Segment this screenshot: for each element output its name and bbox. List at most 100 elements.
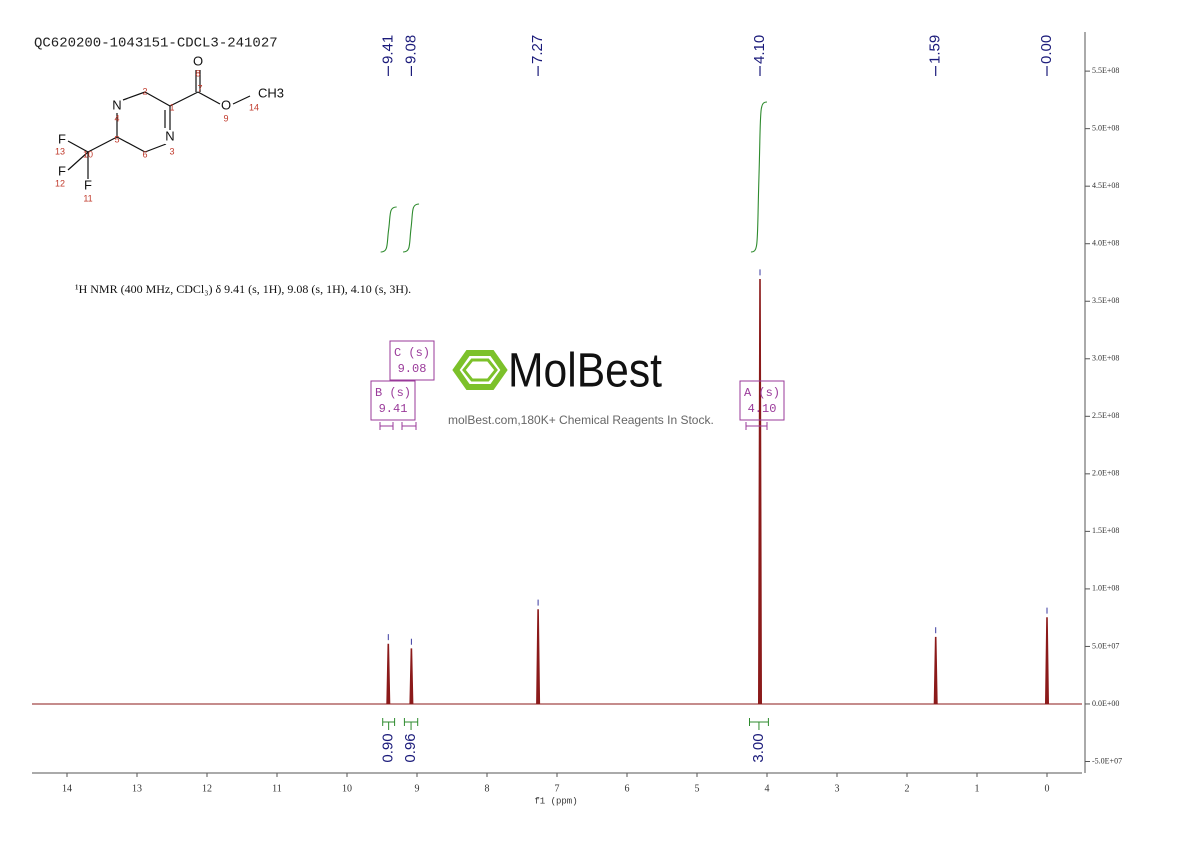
atom-label: N [165, 128, 174, 143]
y-tick-label: 4.0E+08 [1092, 239, 1119, 248]
atom-number: 8 [195, 68, 200, 78]
atom-number: 10 [83, 149, 93, 159]
watermark-brand: MolBest [508, 345, 662, 398]
peak [386, 643, 391, 704]
multiplet-shift: 9.08 [398, 362, 427, 376]
integral-label-group: 0.96 [402, 733, 419, 762]
atom-label: F [84, 177, 92, 192]
x-tick-label: 4 [765, 783, 770, 794]
atom-number: 7 [197, 83, 202, 93]
peak-label-group: 1.59 [927, 35, 944, 76]
y-tick-label: 3.0E+08 [1092, 354, 1119, 363]
atom-label: N [112, 97, 121, 112]
x-tick-label: 14 [62, 783, 72, 794]
y-tick-label: 2.5E+08 [1092, 411, 1119, 420]
y-tick-label: 5.0E+07 [1092, 641, 1119, 650]
nmr-annotation: ¹H NMR (400 MHz, CDCl₃) δ 9.41 (s, 1H), … [75, 282, 411, 296]
atom-label: O [221, 97, 231, 112]
atom-number: 3 [169, 146, 174, 156]
peak-label: 9.41 [379, 35, 396, 64]
atom-label: CH3 [258, 85, 284, 100]
multiplet-box [739, 380, 785, 421]
integral-label-group: 3.00 [750, 733, 767, 762]
y-tick-label: 2.0E+08 [1092, 469, 1119, 478]
chart-title: QC620200-1043151-CDCL3-241027 [34, 36, 278, 52]
integral-label-group: 0.90 [380, 733, 397, 762]
x-tick-label: 13 [132, 783, 142, 794]
peak [536, 609, 541, 704]
atom-number: 9 [223, 113, 228, 123]
atom-bg [221, 99, 231, 113]
atom-number: 4 [114, 113, 119, 123]
y-tick-label: 1.5E+08 [1092, 526, 1119, 535]
atom-number: 1 [169, 102, 174, 112]
x-axis-label: f1 (ppm) [534, 796, 577, 806]
atom-label: O [193, 53, 203, 68]
multiplet-box [370, 380, 416, 421]
peak-label: 7.27 [529, 35, 546, 64]
peak-label-group: 9.08 [402, 35, 419, 76]
peak-label-group: 0.00 [1038, 35, 1055, 76]
peak-label: 1.59 [927, 35, 944, 64]
atom-number: 2 [142, 86, 147, 96]
y-tick-label: 1.0E+08 [1092, 584, 1119, 593]
x-tick-label: 1 [975, 783, 980, 794]
atom-label: F [58, 131, 66, 146]
multiplet-shift: 9.41 [379, 402, 408, 416]
x-tick-label: 3 [835, 783, 840, 794]
atom-label: F [58, 163, 66, 178]
integral-label: 3.00 [750, 733, 767, 762]
atom-number: 12 [55, 178, 65, 188]
peak [933, 636, 938, 704]
atom-bg [193, 55, 203, 69]
atom-bg [57, 165, 67, 179]
y-tick-label: 3.5E+08 [1092, 296, 1119, 305]
peak-label: 9.08 [402, 35, 419, 64]
atom-number: 14 [249, 102, 259, 112]
atom-number: 6 [142, 149, 147, 159]
logo-hexagon [452, 350, 508, 390]
peak-label-group: 9.41 [379, 35, 396, 76]
watermark-tagline: molBest.com,180K+ Chemical Reagents In S… [448, 413, 714, 427]
multiplet-box [389, 340, 435, 381]
x-tick-label: 10 [342, 783, 352, 794]
multiplet-name: A (s) [744, 386, 780, 400]
watermark: MolBest molBest.com,180K+ Chemical Reage… [448, 345, 714, 428]
integral-curve [402, 203, 420, 253]
structure-bonds [67, 70, 251, 180]
multiplet-shift: 4.10 [748, 402, 777, 416]
y-tick-label: 4.5E+08 [1092, 181, 1119, 190]
x-tick-label: 11 [272, 783, 282, 794]
peak-label-group: 7.27 [529, 35, 546, 76]
y-tick-label: 5.0E+08 [1092, 123, 1119, 132]
integral-curve [750, 101, 768, 253]
multiplet-name: C (s) [394, 346, 430, 360]
x-tick-label: 0 [1045, 783, 1050, 794]
y-tick-label: 0.0E+00 [1092, 699, 1119, 708]
peak [1045, 617, 1049, 704]
x-tick-label: 5 [695, 783, 700, 794]
y-tick-label: 5.5E+08 [1092, 66, 1119, 75]
peak [409, 648, 414, 704]
y-tick-label: -5.0E+07 [1092, 756, 1122, 765]
x-tick-label: 2 [905, 783, 910, 794]
atom-bg [83, 179, 93, 193]
peak-label-group: 4.10 [751, 35, 768, 76]
multiplet-name: B (s) [375, 386, 411, 400]
x-tick-label: 6 [625, 783, 630, 794]
atom-number: 11 [83, 193, 92, 203]
atom-bg [165, 130, 175, 144]
integral-curve [380, 206, 397, 253]
peak-label: 4.10 [751, 35, 768, 64]
x-tick-label: 8 [485, 783, 490, 794]
logo-ring [462, 358, 498, 382]
atom-bg [112, 99, 122, 113]
integral-label: 0.96 [402, 733, 419, 762]
peak [758, 278, 762, 704]
peak-label: 0.00 [1038, 35, 1055, 64]
x-tick-label: 7 [555, 783, 560, 794]
integral-label: 0.90 [380, 733, 397, 762]
